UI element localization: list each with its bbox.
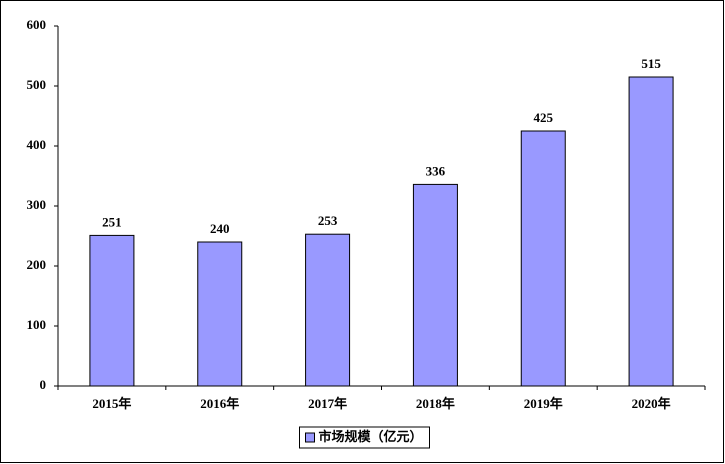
bar [412,183,458,387]
bar [305,233,351,387]
data-label: 515 [641,56,661,71]
y-tick-label: 600 [27,17,47,32]
y-tick-label: 300 [27,197,47,212]
x-tick-label: 2019年 [524,396,563,411]
data-label: 425 [534,110,554,125]
data-label: 251 [102,214,122,229]
data-label: 240 [210,221,230,236]
bar [520,130,566,387]
y-tick-label: 200 [27,257,47,272]
x-tick-label: 2017年 [308,396,347,411]
x-tick-label: 2015年 [92,396,131,411]
y-tick-label: 500 [27,77,47,92]
y-tick-label: 100 [27,317,47,332]
bar [628,76,674,387]
bar [197,241,243,387]
data-label: 336 [426,163,446,178]
legend-label: 市场规模（亿元） [319,429,423,444]
y-tick-label: 400 [27,137,47,152]
x-tick-label: 2018年 [416,396,455,411]
legend-box [299,426,430,449]
y-tick-label: 0 [40,377,47,392]
legend-swatch [305,432,315,443]
x-tick-label: 2020年 [632,396,671,411]
x-tick-label: 2016年 [200,396,239,411]
data-label: 253 [318,213,338,228]
bar [89,234,135,387]
